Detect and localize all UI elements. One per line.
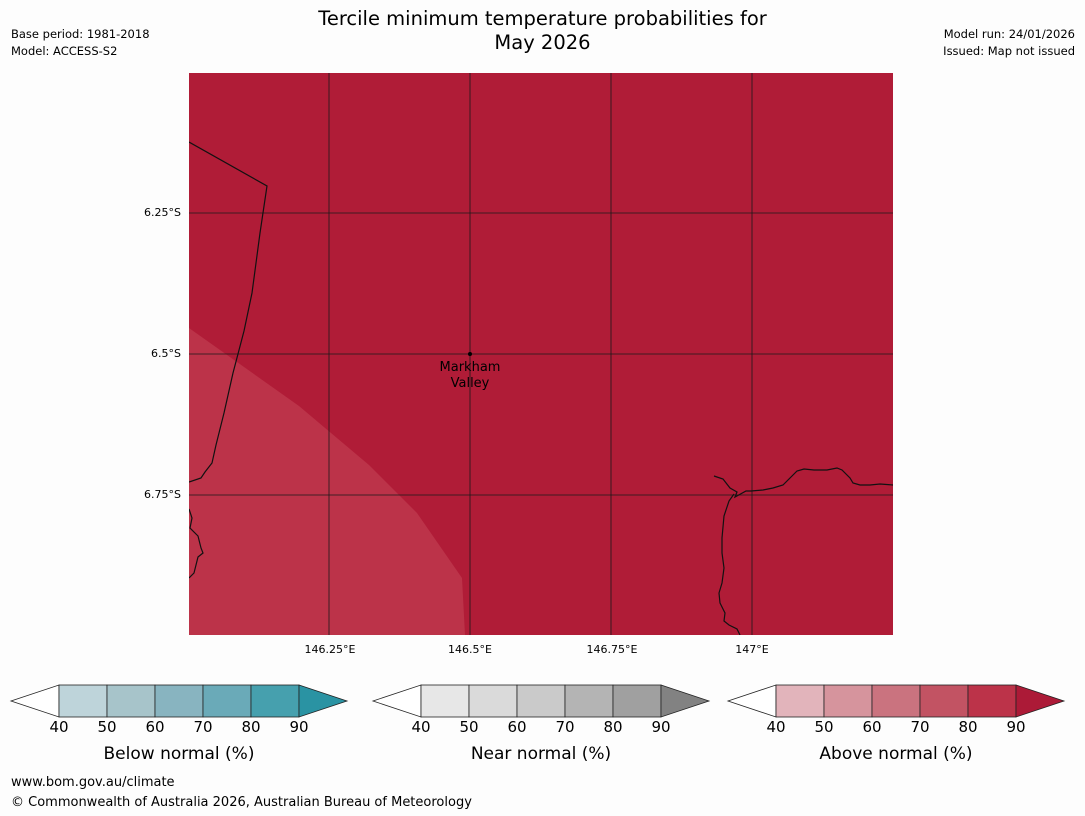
lat-label-6.75: 6.75°S (144, 488, 181, 501)
coastline-east (713, 467, 893, 499)
colorbar-segment (250, 684, 300, 718)
colorbar-segment (919, 684, 969, 718)
legend-tick: 90 (1006, 718, 1026, 736)
colorbar-extend-high (1015, 684, 1066, 718)
colorbar-above-normal (726, 684, 1066, 718)
legend-below-normal: 40 50 60 70 80 90 Below normal (%) (9, 684, 349, 764)
issued-text: Issued: Map not issued (943, 44, 1075, 58)
colorbar-segment (612, 684, 662, 718)
title-line-2: May 2026 (494, 31, 591, 54)
legend-title-below: Below normal (%) (103, 744, 255, 764)
footer-copyright: © Commonwealth of Australia 2026, Austra… (11, 795, 472, 810)
colorbar-extend-high (298, 684, 349, 718)
border-line (189, 141, 268, 483)
legend-tick: 80 (958, 718, 978, 736)
colorbar-segment (775, 684, 825, 718)
legend-tick: 80 (603, 718, 623, 736)
legend-near-normal: 40 50 60 70 80 90 Near normal (%) (371, 684, 711, 764)
legend-tick: 90 (289, 718, 309, 736)
legend-tick: 40 (411, 718, 431, 736)
river-line (718, 493, 741, 635)
base-period-text: Base period: 1981-2018 (11, 27, 150, 41)
colorbar-extend-high (660, 684, 711, 718)
legend-tick: 70 (193, 718, 213, 736)
legend-tick: 50 (459, 718, 479, 736)
colorbar-segment (871, 684, 921, 718)
lat-label-6.25: 6.25°S (144, 206, 181, 219)
graticule (189, 73, 893, 635)
colorbar-below-normal (9, 684, 349, 718)
legend-tick: 60 (862, 718, 882, 736)
title-line-1: Tercile minimum temperature probabilitie… (318, 7, 767, 30)
header-meta-right: Model run: 24/01/2026 Issued: Map not is… (943, 26, 1075, 60)
legend-tick: 50 (814, 718, 834, 736)
legend-tick: 70 (555, 718, 575, 736)
legend-tick: 90 (651, 718, 671, 736)
legend-tick: 40 (49, 718, 69, 736)
colorbar-segment (468, 684, 518, 718)
place-marker-markham-valley[interactable] (468, 352, 472, 356)
colorbar-segment (967, 684, 1017, 718)
colorbar-segment (58, 684, 108, 718)
colorbar-segment (420, 684, 470, 718)
boundaries (189, 141, 893, 635)
colorbar-segment (516, 684, 566, 718)
legend-title-above: Above normal (%) (819, 744, 973, 764)
colorbar-segment (202, 684, 252, 718)
legend-tick: 50 (97, 718, 117, 736)
legend-above-normal: 40 50 60 70 80 90 Above normal (%) (726, 684, 1066, 764)
colorbar-extend-low (371, 684, 422, 718)
legend-tick: 40 (766, 718, 786, 736)
colorbar-segment (106, 684, 156, 718)
lon-label-146.75: 146.75°E (586, 643, 638, 656)
place-label-line-1: Markham (439, 360, 501, 375)
header-meta-left: Base period: 1981-2018 Model: ACCESS-S2 (11, 26, 150, 60)
lon-label-146.5: 146.5°E (448, 643, 492, 656)
model-text: Model: ACCESS-S2 (11, 44, 118, 58)
legend-tick: 60 (145, 718, 165, 736)
map-panel[interactable]: Markham Valley (189, 73, 893, 635)
colorbar-extend-low (726, 684, 777, 718)
colorbar-segment (154, 684, 204, 718)
legend-tick: 80 (241, 718, 261, 736)
footer-url[interactable]: www.bom.gov.au/climate (11, 775, 175, 790)
coastline-west (189, 508, 204, 579)
colorbar-near-normal (371, 684, 711, 718)
legend-title-near: Near normal (%) (470, 744, 612, 764)
map-canvas[interactable] (189, 73, 893, 635)
colorbar-extend-low (9, 684, 60, 718)
legend-tick: 70 (910, 718, 930, 736)
legend-tick: 60 (507, 718, 527, 736)
model-run-text: Model run: 24/01/2026 (943, 27, 1075, 41)
lat-label-6.5: 6.5°S (151, 347, 181, 360)
lon-label-147: 147°E (735, 643, 769, 656)
place-label: Markham Valley (425, 360, 515, 392)
colorbar-segment (564, 684, 614, 718)
place-label-line-2: Valley (450, 376, 490, 391)
lon-label-146.25: 146.25°E (304, 643, 356, 656)
map-title: Tercile minimum temperature probabilitie… (0, 7, 1085, 55)
probability-region-above-70 (189, 328, 465, 635)
colorbar-segment (823, 684, 873, 718)
